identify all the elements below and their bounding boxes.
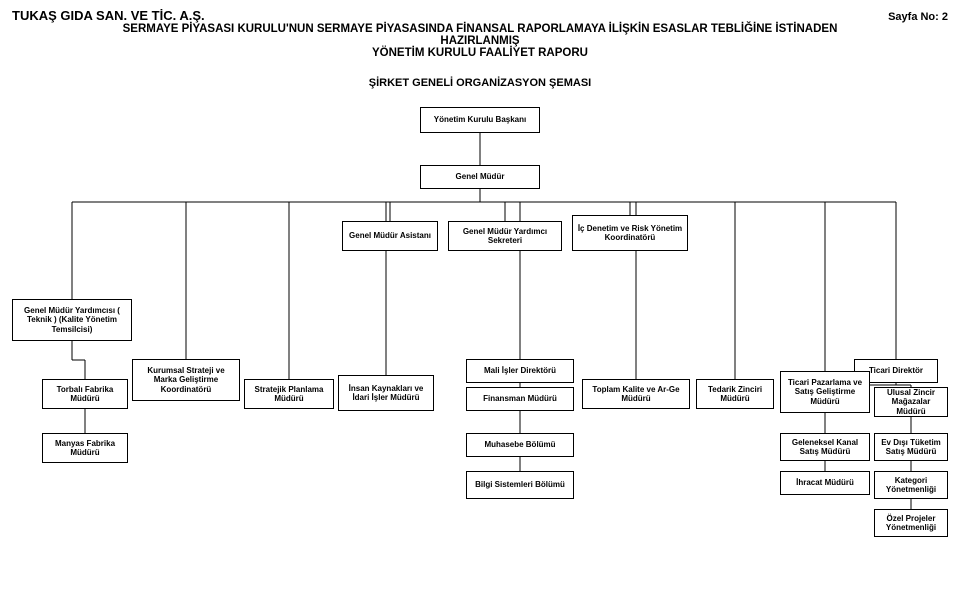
org-node-gks: Geleneksel Kanal Satış Müdürü <box>780 433 870 461</box>
org-node-ihracat: İhracat Müdürü <box>780 471 870 495</box>
org-node-torbali: Torbalı Fabrika Müdürü <box>42 379 128 409</box>
report-title-line2: HAZIRLANMIŞ <box>12 35 948 47</box>
org-node-icd: İç Denetim ve Risk Yönetim Koordinatörü <box>572 215 688 251</box>
org-node-ykb: Yönetim Kurulu Başkanı <box>420 107 540 133</box>
org-node-tedarik: Tedarik Zinciri Müdürü <box>696 379 774 409</box>
org-chart: Yönetim Kurulu Başkanı Genel Müdür Genel M… <box>12 103 948 543</box>
org-node-gmys: Genel Müdür Yardımcı Sekreteri <box>448 221 562 251</box>
org-node-evdisi: Ev Dışı Tüketim Satış Müdürü <box>874 433 948 461</box>
report-title-line3: YÖNETİM KURULU FAALİYET RAPORU <box>12 47 948 59</box>
org-node-tps: Ticari Pazarlama ve Satış Geliştirme Müd… <box>780 371 870 413</box>
section-title: ŞİRKET GENELİ ORGANİZASYON ŞEMASI <box>12 77 948 89</box>
org-node-uzm: Ulusal Zincir Mağazalar Müdürü <box>874 387 948 417</box>
org-node-ik: İnsan Kaynakları ve İdari İşler Müdürü <box>338 375 434 411</box>
org-node-gm: Genel Müdür <box>420 165 540 189</box>
org-node-gmyt: Genel Müdür Yardımcısı ( Teknik ) (Kalit… <box>12 299 132 341</box>
company-name: TUKAŞ GIDA SAN. VE TİC. A.Ş. <box>12 8 205 23</box>
org-node-manyas: Manyas Fabrika Müdürü <box>42 433 128 463</box>
org-node-muh: Muhasebe Bölümü <box>466 433 574 457</box>
report-title-line1: SERMAYE PİYASASI KURULU'NUN SERMAYE PİYA… <box>12 23 948 35</box>
page-number: Sayfa No: 2 <box>888 11 948 23</box>
org-node-fin: Finansman Müdürü <box>466 387 574 411</box>
org-node-ozel: Özel Projeler Yönetmenliği <box>874 509 948 537</box>
org-node-tkar: Toplam Kalite ve Ar-Ge Müdürü <box>582 379 690 409</box>
org-node-bilgi: Bilgi Sistemleri Bölümü <box>466 471 574 499</box>
org-node-gma: Genel Müdür Asistanı <box>342 221 438 251</box>
org-node-kategori: Kategori Yönetmenliği <box>874 471 948 499</box>
org-node-ks: Kurumsal Strateji ve Marka Geliştirme Ko… <box>132 359 240 401</box>
org-node-strat: Stratejik Planlama Müdürü <box>244 379 334 409</box>
org-node-mali: Mali İşler Direktörü <box>466 359 574 383</box>
